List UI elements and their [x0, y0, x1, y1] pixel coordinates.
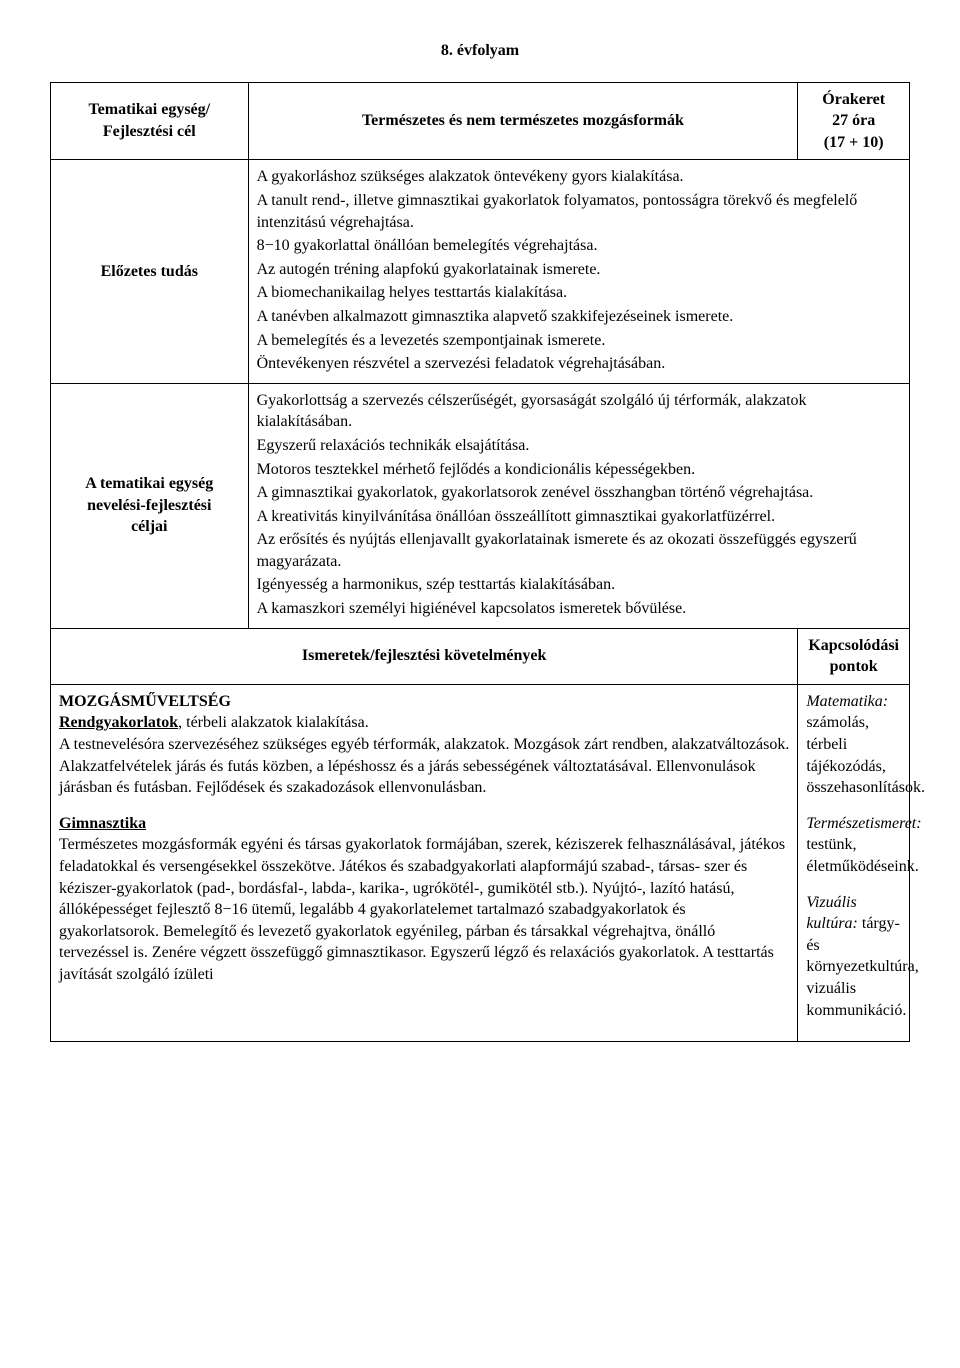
rendgyakorlatok-label: Rendgyakorlatok [59, 714, 178, 731]
requirements-body: MOZGÁSMŰVELTSÉG Rendgyakorlatok, térbeli… [51, 684, 798, 1041]
goals-header: A tematikai egység nevelési-fejlesztési … [51, 383, 249, 628]
label-line: Órakeret [822, 91, 885, 108]
text-line: A tanévben alkalmazott gimnasztika alapv… [257, 306, 901, 328]
page-title: 8. évfolyam [50, 40, 910, 62]
text-line: Az autogén tréning alapfokú gyakorlatain… [257, 259, 901, 281]
subject-label: Természetismeret: [806, 815, 921, 832]
text-line: A kreativitás kinyilvánítása önállóan ös… [257, 506, 901, 528]
text-inline: , térbeli alakzatok kialakítása. [178, 714, 369, 731]
topic-title: Természetes és nem természetes mozgásfor… [248, 82, 798, 160]
requirements-header: Ismeretek/fejlesztési követelmények [51, 628, 798, 684]
label-line: A tematikai egység [85, 475, 213, 492]
text-inline: számolás, térbeli tájékozódás, összehaso… [806, 714, 925, 796]
table-row: Ismeretek/fejlesztési követelmények Kapc… [51, 628, 910, 684]
text-block: Természetes mozgásformák egyéni és társa… [59, 836, 785, 983]
subject-label: Matematika: [806, 693, 888, 710]
subject-label: Vizuális kultúra: [806, 894, 858, 933]
hours-cell: Órakeret 27 óra (17 + 10) [798, 82, 910, 160]
text-line: Egyszerű relaxációs technikák elsajátítá… [257, 435, 901, 457]
prior-knowledge-header: Előzetes tudás [51, 160, 249, 383]
table-row: A tematikai egység nevelési-fejlesztési … [51, 383, 910, 628]
mozgasmuveltseg-heading: MOZGÁSMŰVELTSÉG [59, 693, 231, 710]
label-line: (17 + 10) [824, 134, 884, 151]
connections-body: Matematika: számolás, térbeli tájékozódá… [798, 684, 910, 1041]
label-line: Tematikai egység/ [88, 101, 210, 118]
gimnasztika-heading: Gimnasztika [59, 815, 146, 832]
text-line: A gimnasztikai gyakorlatok, gyakorlatsor… [257, 482, 901, 504]
text-line: Az erősítés és nyújtás ellenjavallt gyak… [257, 529, 901, 572]
table-row: MOZGÁSMŰVELTSÉG Rendgyakorlatok, térbeli… [51, 684, 910, 1041]
text-inline: testünk, életműködéseink. [806, 836, 918, 875]
text-line: A biomechanikailag helyes testtartás kia… [257, 282, 901, 304]
prior-knowledge-body: A gyakorláshoz szükséges alakzatok öntev… [248, 160, 909, 383]
table-row: Előzetes tudás A gyakorláshoz szükséges … [51, 160, 910, 383]
label-line: Fejlesztési cél [103, 123, 196, 140]
connections-header: Kapcsolódási pontok [798, 628, 910, 684]
goals-body: Gyakorlottság a szervezés célszerűségét,… [248, 383, 909, 628]
text-line: Motoros tesztekkel mérhető fejlődés a ko… [257, 459, 901, 481]
text-block: A testnevelésóra szervezéséhez szükséges… [59, 736, 789, 796]
text-line: 8−10 gyakorlattal önállóan bemelegítés v… [257, 235, 901, 257]
label-line: nevelési-fejlesztési [87, 497, 211, 514]
text-line: A gyakorláshoz szükséges alakzatok öntev… [257, 166, 901, 188]
text-line: A bemelegítés és a levezetés szempontjai… [257, 330, 901, 352]
text-line: A tanult rend-, illetve gimnasztikai gya… [257, 190, 901, 233]
table-row: Tematikai egység/ Fejlesztési cél Termés… [51, 82, 910, 160]
text-line: A kamaszkori személyi higiénével kapcsol… [257, 598, 901, 620]
label-line: céljai [131, 518, 167, 535]
text-line: Gyakorlottság a szervezés célszerűségét,… [257, 390, 901, 433]
curriculum-table: Tematikai egység/ Fejlesztési cél Termés… [50, 82, 910, 1043]
label-line: 27 óra [832, 112, 875, 129]
thematic-unit-header: Tematikai egység/ Fejlesztési cél [51, 82, 249, 160]
text-line: Igényesség a harmonikus, szép testtartás… [257, 574, 901, 596]
text-line: Öntevékenyen részvétel a szervezési fela… [257, 353, 901, 375]
